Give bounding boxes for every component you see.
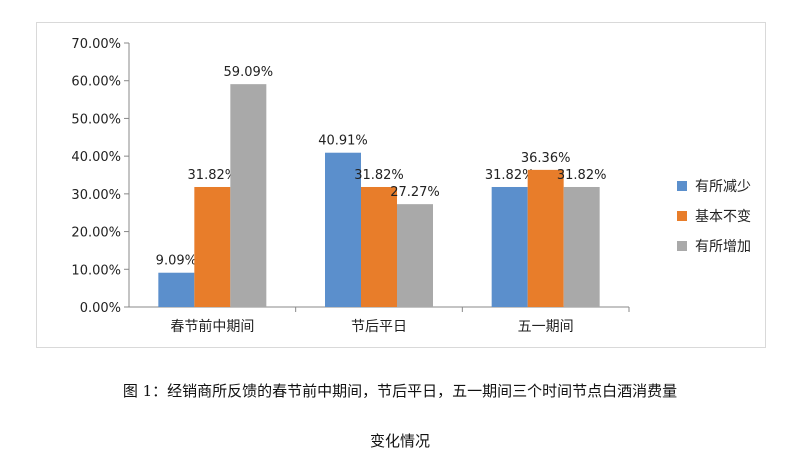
legend-label-increase: 有所增加 bbox=[695, 239, 751, 255]
legend-item-increase: 有所增加 bbox=[677, 231, 751, 261]
y-tick-label: 50.00% bbox=[71, 112, 121, 127]
bar bbox=[491, 186, 528, 307]
data-label: 9.09% bbox=[156, 254, 197, 269]
legend-item-decrease: 有所减少 bbox=[677, 171, 751, 201]
legend-label-unchanged: 基本不变 bbox=[695, 209, 751, 225]
bar bbox=[194, 186, 231, 307]
data-label: 31.82% bbox=[485, 168, 535, 183]
data-label: 36.36% bbox=[521, 151, 571, 166]
chart-frame: 0.00% 10.00% 20.00% 30.00% 40.00% 50.00% 60.00… bbox=[36, 22, 766, 348]
legend: 有所减少 基本不变 有所增加 bbox=[677, 171, 751, 261]
x-tick-label: 五一期间 bbox=[518, 319, 574, 335]
x-tick-label: 节后平日 bbox=[351, 319, 407, 335]
legend-label-decrease: 有所减少 bbox=[695, 179, 751, 195]
data-label: 40.91% bbox=[318, 134, 368, 149]
figure-caption-line1: 图 1：经销商所反馈的春节前中期间，节后平日，五一期间三个时间节点白酒消费量 bbox=[122, 382, 678, 400]
legend-swatch-decrease bbox=[677, 181, 687, 191]
y-tick-label: 60.00% bbox=[71, 75, 121, 90]
y-tick-label: 20.00% bbox=[71, 226, 121, 241]
data-label: 59.09% bbox=[224, 65, 274, 80]
data-label: 31.82% bbox=[557, 168, 607, 183]
figure-caption-line2: 变化情况 bbox=[369, 432, 430, 450]
data-label: 27.27% bbox=[390, 185, 440, 200]
bar bbox=[527, 169, 564, 307]
y-tick-label: 30.00% bbox=[71, 188, 121, 203]
x-tick-label: 春节前中期间 bbox=[170, 318, 254, 335]
data-label: 31.82% bbox=[188, 168, 238, 183]
bar-chart: 0.00% 10.00% 20.00% 30.00% 40.00% 50.00% 60.00… bbox=[71, 37, 630, 335]
legend-swatch-increase bbox=[677, 241, 687, 251]
bar bbox=[397, 204, 433, 307]
data-label: 31.82% bbox=[354, 168, 404, 183]
bar bbox=[563, 186, 600, 307]
y-tick-label: 0.00% bbox=[80, 301, 121, 316]
bar bbox=[158, 272, 195, 307]
bar bbox=[230, 84, 267, 307]
bar bbox=[325, 152, 361, 307]
y-tick-label: 40.00% bbox=[71, 150, 121, 165]
legend-item-unchanged: 基本不变 bbox=[677, 201, 751, 231]
bar bbox=[361, 186, 397, 307]
legend-swatch-unchanged bbox=[677, 211, 687, 221]
y-tick-label: 70.00% bbox=[71, 37, 121, 52]
y-tick-label: 10.00% bbox=[71, 263, 121, 278]
